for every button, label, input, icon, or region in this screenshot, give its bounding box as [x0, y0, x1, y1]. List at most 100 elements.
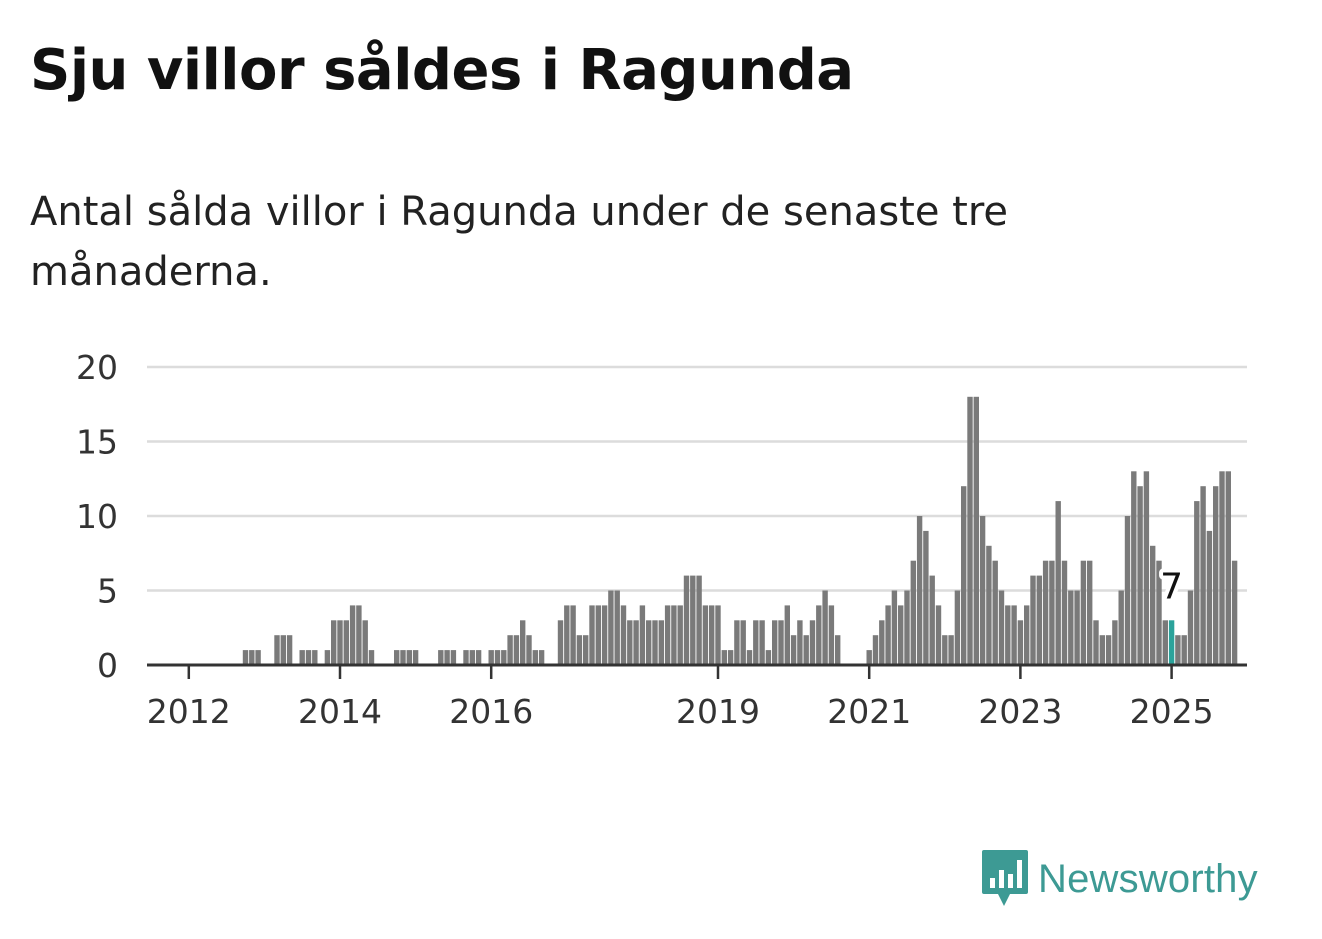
bar: [362, 620, 368, 665]
bar: [1131, 471, 1137, 665]
bar: [954, 590, 961, 665]
bar: [274, 635, 280, 665]
x-tick-label: 2014: [298, 692, 382, 731]
bar: [513, 635, 520, 665]
bar: [784, 605, 790, 665]
bar: [967, 396, 973, 665]
highlight-value-label: 7: [1160, 566, 1183, 607]
y-tick-label: 15: [76, 423, 118, 462]
grid-lines: [147, 365, 1247, 592]
bar: [1112, 620, 1118, 665]
bar: [1156, 560, 1162, 665]
bar: [898, 605, 904, 665]
bar: [1074, 590, 1080, 665]
bar: [809, 620, 816, 665]
bar: [1225, 471, 1231, 665]
x-tick-label: 2019: [676, 692, 760, 731]
x-tick-label: 2012: [147, 692, 231, 731]
bar: [501, 650, 507, 665]
bar: [759, 620, 765, 665]
bar: [803, 635, 809, 665]
bar: [1087, 560, 1093, 665]
x-tick-label: 2025: [1130, 692, 1214, 731]
bar: [1219, 471, 1225, 665]
bar: [450, 650, 457, 665]
bar: [929, 575, 935, 665]
bar: [494, 650, 501, 665]
bar: [488, 650, 494, 665]
bar: [469, 650, 475, 665]
bar: [658, 620, 664, 665]
bar: [721, 650, 727, 665]
bar: [1194, 501, 1200, 665]
bar: [249, 650, 255, 665]
bar: [1231, 560, 1238, 665]
bar: [835, 635, 841, 665]
annotations: 7: [1156, 562, 1187, 611]
bar: [879, 620, 885, 665]
bar: [564, 605, 570, 665]
bar: [356, 605, 362, 665]
bar: [797, 620, 803, 665]
bar: [589, 605, 595, 665]
bar: [1049, 560, 1055, 665]
bar: [866, 650, 872, 665]
bar: [1061, 560, 1068, 665]
bar: [740, 620, 746, 665]
bar: [1099, 635, 1105, 665]
bar: [652, 620, 658, 665]
bar: [942, 635, 948, 665]
bar: [1055, 501, 1061, 665]
bar: [1181, 635, 1187, 665]
bar: [910, 560, 916, 665]
bar: [727, 650, 734, 665]
x-tick-label: 2021: [827, 692, 911, 731]
bar: [601, 605, 608, 665]
bar: [1187, 590, 1194, 665]
newsworthy-logo: Newsworthy: [980, 848, 1258, 910]
bar: [664, 605, 671, 665]
bar: [961, 486, 967, 665]
bar: [639, 605, 646, 665]
bar: [891, 590, 898, 665]
bar: [885, 605, 891, 665]
bar: [1143, 471, 1150, 665]
bar: [614, 590, 620, 665]
bar: [872, 635, 879, 665]
bar: [463, 650, 469, 665]
bar: [299, 650, 305, 665]
bar: [1080, 560, 1087, 665]
bar: [400, 650, 406, 665]
bar: [772, 620, 778, 665]
bar: [595, 605, 601, 665]
bar: [576, 635, 583, 665]
bar: [671, 605, 677, 665]
y-tick-label: 20: [76, 348, 118, 387]
bar: [286, 635, 293, 665]
bar: [570, 605, 576, 665]
bar: [1200, 486, 1206, 665]
bar: [1030, 575, 1036, 665]
bars: [242, 396, 1238, 665]
bar: [683, 575, 690, 665]
bar: [709, 605, 715, 665]
bar: [608, 590, 614, 665]
bar: [394, 650, 400, 665]
bar: [526, 635, 532, 665]
bar: [1042, 560, 1049, 665]
bar: [904, 590, 910, 665]
bar: [1036, 575, 1042, 665]
bar: [935, 605, 942, 665]
bar: [475, 650, 482, 665]
bar: [412, 650, 419, 665]
bar: [746, 650, 753, 665]
bar: [633, 620, 639, 665]
bar: [1213, 486, 1219, 665]
bar: [923, 530, 929, 665]
bar: [816, 605, 822, 665]
bar: [532, 650, 538, 665]
bar: [583, 635, 589, 665]
bar: [337, 620, 343, 665]
bar: [438, 650, 444, 665]
bar: [444, 650, 450, 665]
